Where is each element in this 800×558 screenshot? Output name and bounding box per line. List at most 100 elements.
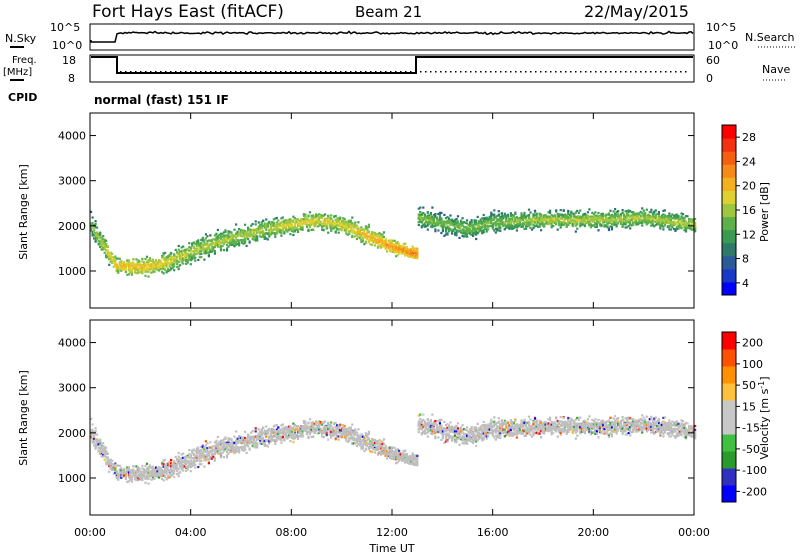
colorbar-swatch (722, 177, 736, 191)
colorbar-tick-label: 28 (742, 131, 756, 144)
power-point (614, 208, 616, 210)
power-point (170, 252, 172, 254)
power-point (570, 215, 572, 217)
velocity-point (205, 444, 207, 446)
power-point (472, 235, 474, 237)
power-point (552, 225, 554, 227)
power-point (173, 254, 175, 256)
power-point (516, 229, 518, 231)
velocity-point (92, 429, 94, 431)
power-point (104, 252, 106, 254)
nave-point (555, 71, 557, 73)
velocity-point (208, 454, 210, 456)
power-point (486, 230, 488, 232)
power-point (95, 241, 97, 243)
velocity-point (107, 453, 109, 455)
power-point (686, 215, 688, 217)
power-point (138, 260, 140, 262)
power-point (344, 218, 346, 220)
velocity-point (99, 440, 101, 442)
power-point (643, 210, 645, 212)
power-point (560, 209, 562, 211)
power-point (443, 214, 445, 216)
velocity-point (153, 478, 155, 480)
colorbar-swatch (722, 204, 736, 218)
power-point (276, 217, 278, 219)
nave-point (630, 71, 632, 73)
freq-tick-low: 8 (68, 72, 75, 85)
freq-tick-high: 18 (62, 54, 76, 67)
power-point (282, 216, 284, 218)
power-point (658, 211, 660, 213)
nave-point (585, 71, 587, 73)
power-point (572, 225, 574, 227)
velocity-point (141, 465, 143, 467)
power-point (416, 251, 418, 253)
power-point (262, 220, 264, 222)
power-point (280, 232, 282, 234)
power-point (307, 229, 309, 231)
colorbar-swatch (722, 282, 736, 296)
velocity-point (108, 471, 110, 473)
colorbar-swatch (722, 217, 736, 231)
nave-point (295, 71, 297, 73)
velocity-point (147, 478, 149, 480)
nave-point (570, 71, 572, 73)
power-point (664, 224, 666, 226)
power-point (597, 212, 599, 214)
power-point (341, 229, 343, 231)
colorbar-swatch (722, 230, 736, 244)
power-point (611, 226, 613, 228)
power-point (178, 268, 180, 270)
power-point (230, 231, 232, 233)
power-point (549, 210, 551, 212)
power-point (462, 217, 464, 219)
power-point (318, 219, 320, 221)
power-point (608, 212, 610, 214)
power-point (107, 246, 109, 248)
nave-point (245, 71, 247, 73)
power-point (224, 231, 226, 233)
power-point (528, 209, 530, 211)
power-point (226, 247, 228, 249)
power-point (178, 261, 180, 263)
power-point (557, 229, 559, 231)
nave-point (325, 71, 327, 73)
nave-point (430, 71, 432, 73)
velocity-point (208, 462, 210, 464)
power-point (197, 259, 199, 261)
nave-label: Nave (762, 63, 790, 76)
colorbar-swatch (722, 256, 736, 270)
colorbar-tick-label: 16 (742, 204, 756, 217)
nave-point (465, 71, 467, 73)
power-point (291, 224, 293, 226)
power-point (406, 246, 408, 248)
nave-point (495, 71, 497, 73)
power-point (107, 249, 109, 251)
nave-point (340, 71, 342, 73)
power-point (324, 213, 326, 215)
nave-point (315, 71, 317, 73)
velocity-point (197, 446, 199, 448)
velocity-point (178, 456, 180, 458)
power-point (662, 228, 664, 230)
nave-point (145, 71, 147, 73)
power-point (487, 228, 489, 230)
velocity-point (107, 456, 109, 458)
nave-point (580, 71, 582, 73)
colorbar-swatch (722, 125, 736, 139)
power-point (616, 225, 618, 227)
nave-point (615, 71, 617, 73)
power-point (295, 220, 297, 222)
power-point (203, 259, 205, 261)
power-point (92, 222, 94, 224)
velocity-point (190, 470, 192, 472)
nave-point (420, 71, 422, 73)
power-point (498, 214, 500, 216)
power-point (616, 219, 618, 221)
nave-point (445, 71, 447, 73)
power-point (584, 225, 586, 227)
power-point (374, 244, 376, 246)
